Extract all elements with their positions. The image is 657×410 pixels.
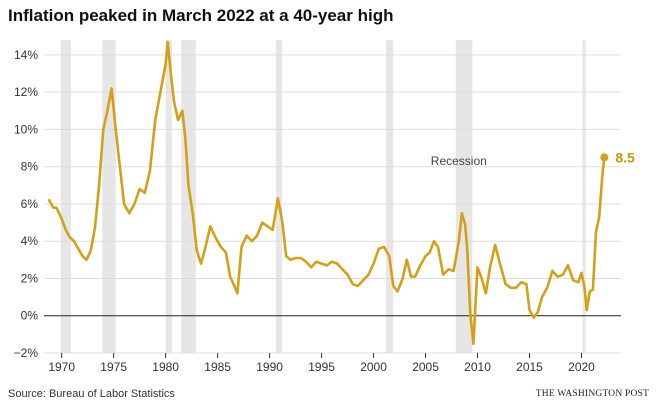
x-tick-label: 2010 xyxy=(464,360,491,374)
y-tick-label: 6% xyxy=(21,197,39,211)
x-tick-label: 2015 xyxy=(516,360,543,374)
x-tick-label: 1975 xyxy=(100,360,127,374)
recession-band-7 xyxy=(582,40,586,353)
x-tick-label: 2005 xyxy=(412,360,439,374)
y-tick-label: 0% xyxy=(21,309,39,323)
recession-band-0 xyxy=(60,40,72,353)
publisher-logo: THE WASHINGTON POST xyxy=(535,389,649,399)
recession-label: Recession xyxy=(431,154,487,168)
x-axis-ticks: 1970 1975 1980 1985 1990 1995 2000 2005 2010 2015… xyxy=(48,353,595,374)
y-tick-label: 2% xyxy=(21,271,39,285)
y-tick-label: 12% xyxy=(14,85,38,99)
y-tick-label: 4% xyxy=(21,234,39,248)
recession-band-4 xyxy=(275,40,283,353)
inflation-line xyxy=(47,40,606,345)
x-tick-label: 2020 xyxy=(568,360,595,374)
y-tick-label: 8% xyxy=(21,160,39,174)
x-tick-label: 1995 xyxy=(308,360,335,374)
y-tick-label: −2% xyxy=(14,346,39,360)
gridlines xyxy=(44,54,621,354)
x-tick-label: 1970 xyxy=(48,360,75,374)
source-note: Source: Bureau of Labor Statistics xyxy=(8,388,175,400)
y-tick-label: 10% xyxy=(14,122,38,136)
x-tick-label: 1985 xyxy=(204,360,231,374)
recession-bands xyxy=(60,40,586,353)
x-tick-label: 2000 xyxy=(360,360,387,374)
x-tick-label: 1980 xyxy=(152,360,179,374)
recession-band-1 xyxy=(102,40,116,353)
recession-band-3 xyxy=(181,40,196,353)
y-axis-ticks: −2% 0% 2% 4% 6% 8% 10% 12% 14% xyxy=(14,48,39,360)
recession-band-5 xyxy=(386,40,394,353)
y-tick-label: 14% xyxy=(14,48,38,62)
latest-point-marker xyxy=(600,153,609,162)
chart-title: Inflation peaked in March 2022 at a 40-y… xyxy=(8,6,394,25)
recession-band-2 xyxy=(165,40,172,353)
x-tick-label: 1990 xyxy=(256,360,283,374)
inflation-line-group xyxy=(47,40,609,345)
latest-value-label: 8.5 xyxy=(615,149,635,165)
annotations: Recession 8.5 xyxy=(431,149,635,167)
